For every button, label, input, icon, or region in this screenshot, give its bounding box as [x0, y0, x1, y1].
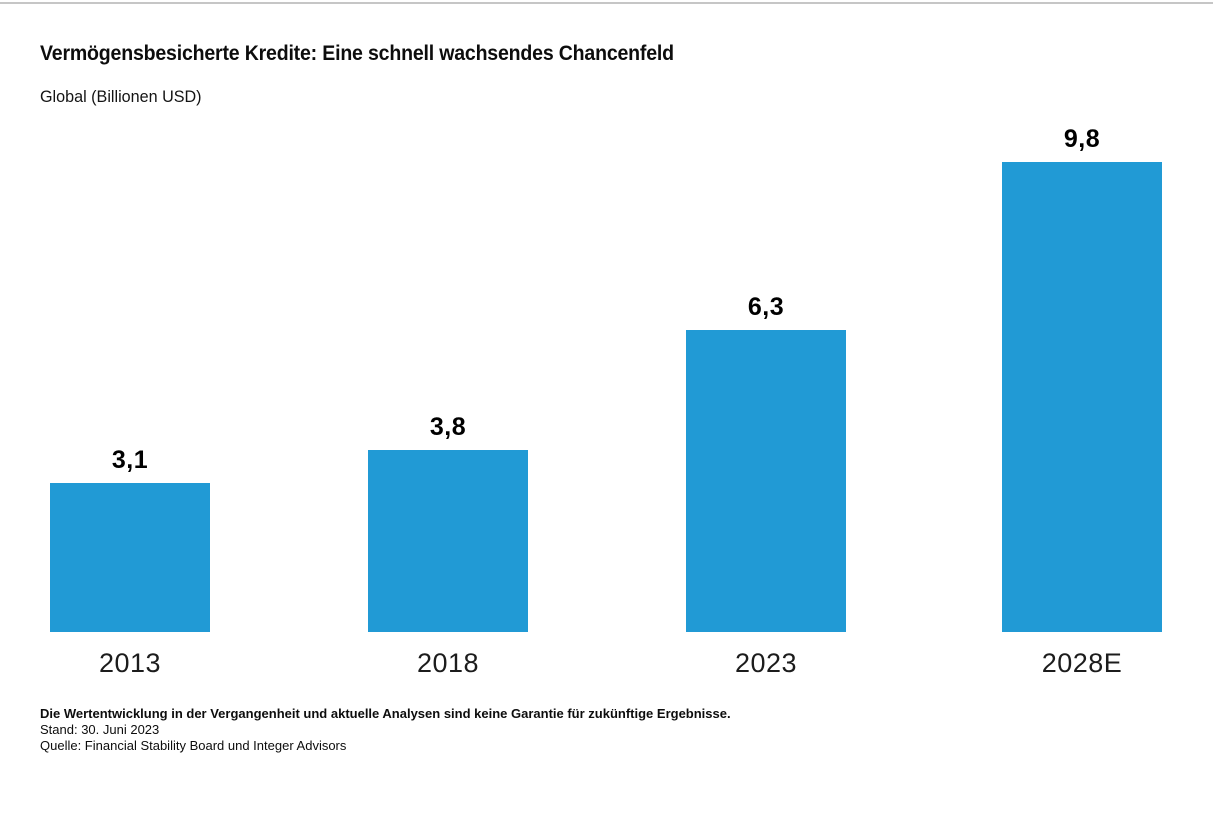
- chart-subtitle: Global (Billionen USD): [40, 87, 202, 106]
- chart-title: Vermögensbesicherte Kredite: Eine schnel…: [40, 42, 674, 65]
- bar-group: 6,3: [686, 292, 846, 632]
- bar-value-label: 3,8: [429, 412, 467, 441]
- bar: [1002, 162, 1162, 632]
- chart-footnotes: Die Wertentwicklung in der Vergangenheit…: [40, 706, 731, 754]
- bar-value-label: 9,8: [1063, 124, 1101, 153]
- disclaimer-text: Die Wertentwicklung in der Vergangenheit…: [40, 706, 731, 721]
- bar-group: 9,8: [1002, 124, 1162, 632]
- source-attribution: Quelle: Financial Stability Board und In…: [40, 738, 347, 753]
- x-axis-label: 2013: [98, 648, 162, 678]
- bar-group: 3,1: [50, 445, 210, 632]
- chart-header: Vermögensbesicherte Kredite: Eine schnel…: [40, 42, 722, 107]
- top-divider: [0, 2, 1213, 4]
- x-axis-label: 2023: [734, 648, 798, 678]
- bar-value-label: 6,3: [747, 292, 785, 321]
- bar: [50, 483, 210, 632]
- bar: [368, 450, 528, 632]
- bar-value-label: 3,1: [111, 445, 149, 474]
- bar-group: 3,8: [368, 412, 528, 632]
- x-axis-label: 2028E: [1041, 648, 1123, 678]
- as-of-date: Stand: 30. Juni 2023: [40, 722, 160, 737]
- x-axis-label: 2018: [416, 648, 480, 678]
- bar: [686, 330, 846, 632]
